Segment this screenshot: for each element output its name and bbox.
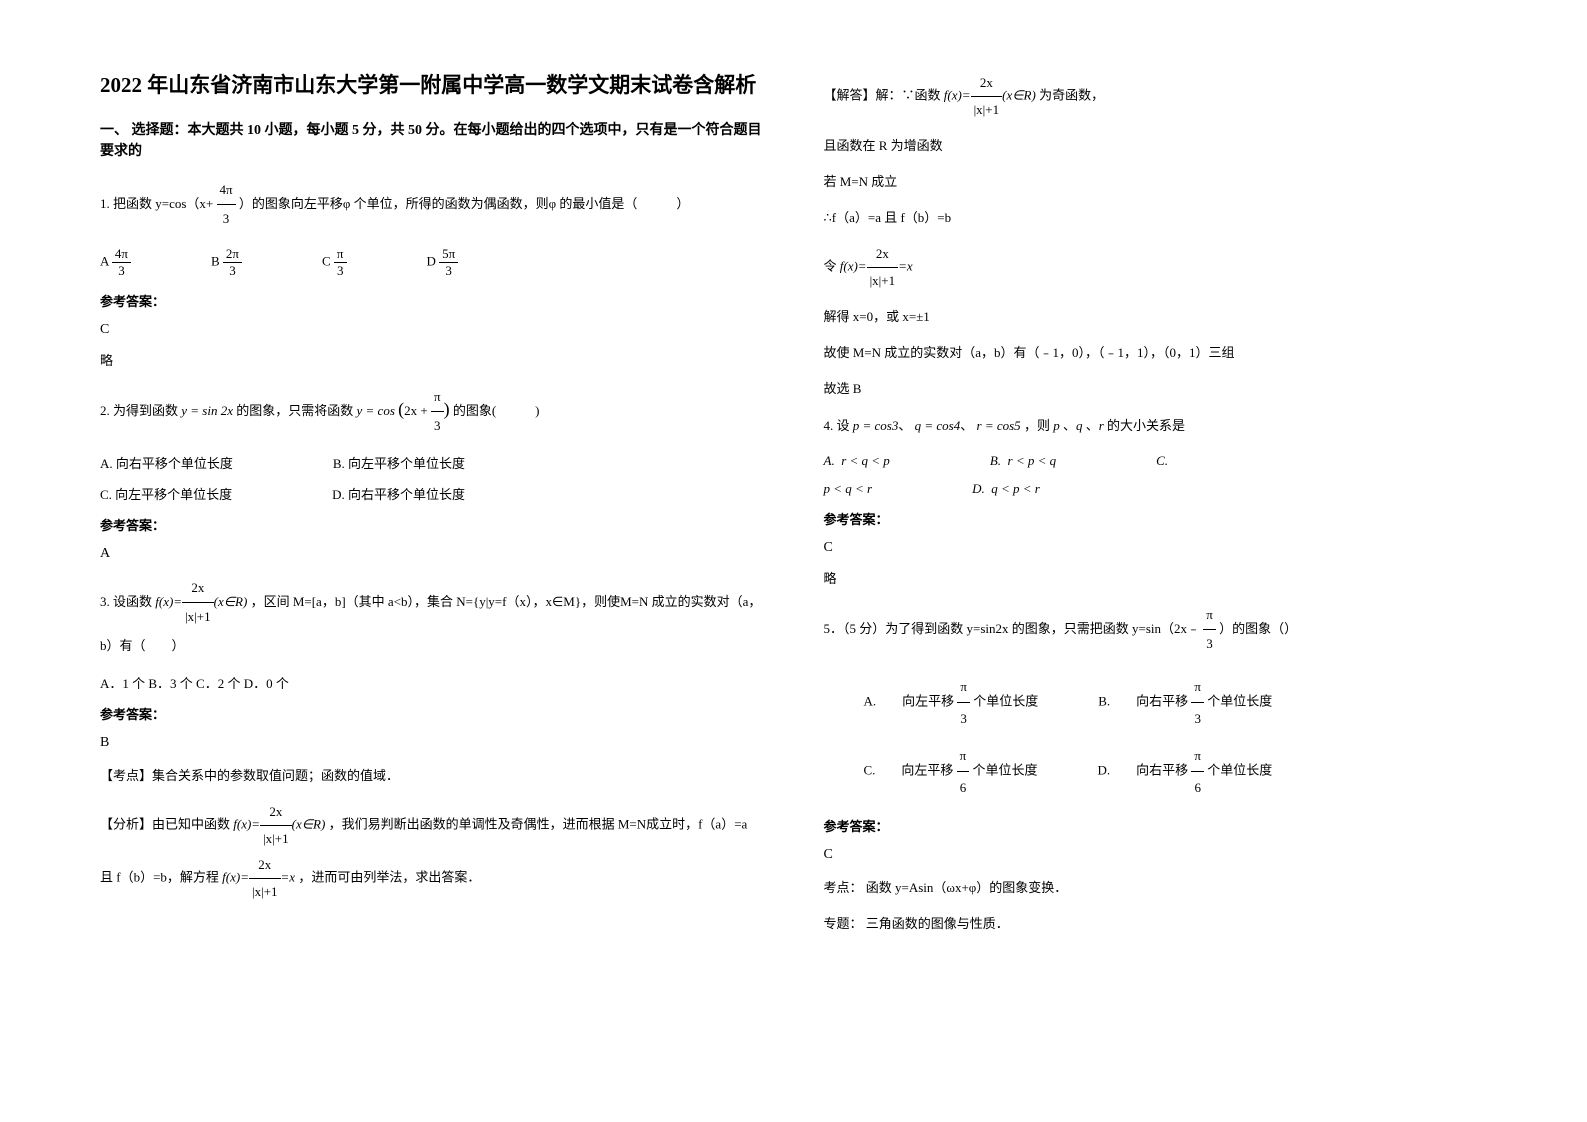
q1-optC: C π3 (322, 246, 347, 279)
q1-optB: B 2π3 (211, 246, 242, 279)
q2-suf: 的图象( ) (453, 403, 540, 418)
page-container: 2022 年山东省济南市山东大学第一附属中学高一数学文期末试卷含解析 一、 选择… (0, 0, 1587, 1017)
q1-brief: 略 (100, 350, 764, 369)
q3-opts: A．1 个 B．3 个 C．2 个 D．0 个 (100, 673, 764, 692)
q4-optC-val: p < q < r (824, 481, 873, 497)
q3-jieda-suf: 为奇函数， (1039, 87, 1104, 102)
q5-kaodian: 考点： 函数 y=Asin（ωx+φ）的图象变换． (824, 875, 1488, 901)
q3-fenxi-end: ，进而可由列举法，求出答案． (298, 869, 480, 884)
right-column: 【解答】解：∵函数 f(x)=2x|x|+1(x∈R) 为奇函数， 且函数在 R… (824, 70, 1488, 947)
q3-jieda: 【解答】解：∵函数 f(x)=2x|x|+1(x∈R) 为奇函数， (824, 70, 1488, 123)
q3-l2: 且函数在 R 为增函数 (824, 133, 1488, 159)
q3-answer-label: 参考答案： (100, 704, 764, 723)
q4-optD: D. q < p < r (972, 481, 1040, 497)
q2-answer: A (100, 546, 764, 562)
q5-options: A. 向左平移 π3 个单位长度 B. 向右平移 π3 个单位长度 C. 向左平… (864, 671, 1488, 804)
q2-row2: C. 向左平移个单位长度 D. 向右平移个单位长度 (100, 484, 764, 503)
q4-optB: B. r < p < q (990, 453, 1056, 469)
q2-fn2-pre: y = cos (357, 403, 395, 418)
q2-stem: 2. 为得到函数 y = sin 2x 的图象，只需将函数 y = cos (2… (100, 383, 764, 441)
q5-optD: D. 向右平移 π6 个单位长度 (1098, 740, 1273, 803)
q2-optC: C. 向左平移个单位长度 (100, 484, 232, 503)
q1-answer-label: 参考答案： (100, 291, 764, 310)
q5-zhuanti: 专题： 三角函数的图像与性质． (824, 911, 1488, 937)
q2-lparen: ( (398, 399, 404, 419)
q2-optB: B. 向左平移个单位长度 (333, 453, 465, 472)
q4-answer: C (824, 540, 1488, 556)
q3-stem: 3. 设函数 f(x)=2x|x|+1(x∈R) ，区间 M=[a，b]（其中 … (100, 574, 764, 661)
q3-pre: 3. 设函数 (100, 594, 155, 609)
q5-answer-label: 参考答案： (824, 816, 1488, 835)
q1-stem: 1. 把函数 y=cos（x+ 4π 3 ）的图象向左平移φ 个单位，所得的函数… (100, 176, 764, 234)
q5-stem: 5．（5 分）为了得到函数 y=sin2x 的图象，只需把函数 y=sin（2x… (824, 601, 1488, 659)
q4-brief: 略 (824, 568, 1488, 587)
q3-l7: 故使 M=N 成立的实数对（a，b）有（﹣1，0），（﹣1，1），（0，1）三组 (824, 340, 1488, 366)
q3-fenxi: 【分析】由已知中函数 f(x)=2x|x|+1(x∈R) ，我们易判断出函数的单… (100, 799, 764, 905)
q2-mid: 的图象，只需将函数 (236, 403, 356, 418)
q3-l3: 若 M=N 成立 (824, 169, 1488, 195)
q4-row1: A. r < q < p B. r < p < q C. (824, 453, 1488, 469)
q5-optC: C. 向左平移 π6 个单位长度 (864, 740, 1038, 803)
q3-answer: B (100, 735, 764, 751)
q1-frac-num: 4π (217, 176, 236, 206)
q2-optD: D. 向右平移个单位长度 (332, 484, 465, 503)
q3-l6: 解得 x=0，或 x=±1 (824, 304, 1488, 330)
q2-rparen: ) (444, 399, 450, 419)
q5-row1: A. 向左平移 π3 个单位长度 B. 向右平移 π3 个单位长度 (864, 671, 1488, 734)
q1-frac: 4π 3 (217, 176, 236, 234)
q1-answer: C (100, 322, 764, 338)
q5-optA: A. 向左平移 π3 个单位长度 (864, 671, 1039, 734)
q1-optA: A 4π3 (100, 246, 131, 279)
q4-optA: A. r < q < p (824, 453, 890, 469)
left-column: 2022 年山东省济南市山东大学第一附属中学高一数学文期末试卷含解析 一、 选择… (100, 70, 764, 947)
q4-optC: C. (1156, 453, 1168, 469)
q3-fenxi-pre: 【分析】由已知中函数 (100, 816, 233, 831)
q1-suf: ）的图象向左平移φ 个单位，所得的函数为偶函数，则φ 的最小值是（ ） (239, 196, 690, 211)
q3-l8: 故选 B (824, 376, 1488, 402)
q5-optB: B. 向右平移 π3 个单位长度 (1098, 671, 1272, 734)
q1-options: A 4π3 B 2π3 C π3 D 5π3 (100, 246, 764, 279)
q2-row1: A. 向右平移个单位长度 B. 向左平移个单位长度 (100, 453, 764, 472)
q2-pre: 2. 为得到函数 (100, 403, 181, 418)
q3-fn-pre: f(x)= (155, 594, 182, 609)
q5-row2: C. 向左平移 π6 个单位长度 D. 向右平移 π6 个单位长度 (864, 740, 1488, 803)
q2-fn1: y = sin 2x (181, 403, 233, 418)
q4-row2: p < q < r D. q < p < r (824, 481, 1488, 497)
q1-optD: D 5π3 (427, 246, 459, 279)
section-heading: 一、 选择题：本大题共 10 小题，每小题 5 分，共 50 分。在每小题给出的… (100, 120, 764, 162)
q3-fn-suf: (x∈R) (214, 594, 248, 609)
q4-answer-label: 参考答案： (824, 509, 1488, 528)
q3-jieda-pre: 【解答】解：∵函数 (824, 87, 944, 102)
q1-frac-den: 3 (217, 205, 236, 234)
document-title: 2022 年山东省济南市山东大学第一附属中学高一数学文期末试卷含解析 (100, 70, 764, 102)
q3-kaodian: 【考点】集合关系中的参数取值问题；函数的值域． (100, 763, 764, 789)
q3-l5: 令 f(x)=2x|x|+1=x (824, 241, 1488, 294)
q1-pre: 1. 把函数 y=cos（x+ (100, 196, 217, 211)
q3-l4: ∴f（a）=a 且 f（b）=b (824, 205, 1488, 231)
q2-optA: A. 向右平移个单位长度 (100, 453, 233, 472)
q2-answer-label: 参考答案： (100, 515, 764, 534)
q4-stem: 4. 设 p = cos3、 q = cos4、 r = cos5 ，则 p 、… (824, 412, 1488, 441)
q5-answer: C (824, 847, 1488, 863)
